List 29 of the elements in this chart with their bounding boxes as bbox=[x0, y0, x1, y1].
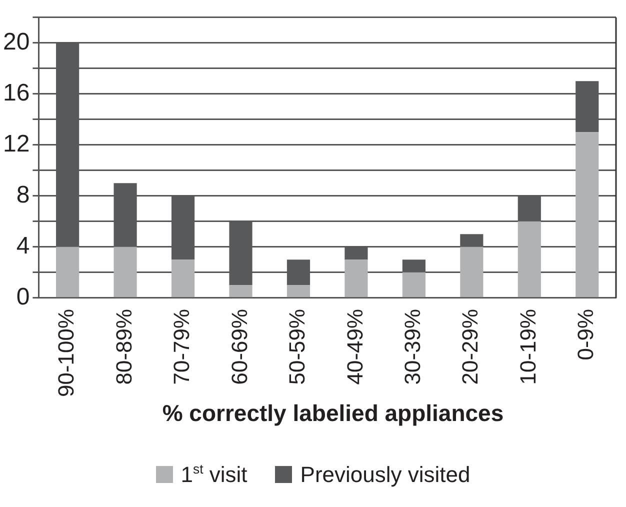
x-tick-label: 10-19% bbox=[515, 308, 540, 385]
bar bbox=[518, 221, 541, 298]
x-tick-label: 80-89% bbox=[111, 308, 136, 385]
y-tick-label: 16 bbox=[2, 80, 30, 107]
y-tick-label: 20 bbox=[2, 28, 30, 56]
bar bbox=[114, 246, 137, 298]
y-tick-label: 8 bbox=[16, 182, 30, 209]
legend-label: 1$^{st}$ visit bbox=[180, 462, 248, 488]
x-axis-title: % correctly labelied appliances bbox=[161, 400, 505, 427]
y-tick-label: 0 bbox=[16, 284, 30, 311]
bar bbox=[576, 132, 599, 298]
x-tick-label: 50-59% bbox=[284, 308, 310, 385]
x-tick-label: 30-39% bbox=[400, 308, 426, 385]
x-tick-label: 0-9% bbox=[573, 308, 598, 360]
bar bbox=[286, 285, 310, 298]
y-tick-label: 4 bbox=[16, 232, 30, 260]
x-tick-label: 70-79% bbox=[169, 308, 194, 385]
y-tick-label: 12 bbox=[2, 130, 30, 158]
bar bbox=[229, 285, 252, 298]
bar bbox=[460, 246, 484, 298]
bar bbox=[56, 246, 80, 298]
legend-label: Previously visited bbox=[300, 462, 470, 488]
x-tick-label: 40-49% bbox=[342, 308, 368, 385]
x-tick-label: 60-69% bbox=[226, 308, 252, 385]
bar bbox=[171, 260, 195, 298]
x-tick-label: 90-100% bbox=[54, 308, 79, 398]
bar bbox=[344, 260, 368, 298]
bar bbox=[402, 272, 426, 298]
x-tick-label: 20-29% bbox=[458, 308, 483, 385]
